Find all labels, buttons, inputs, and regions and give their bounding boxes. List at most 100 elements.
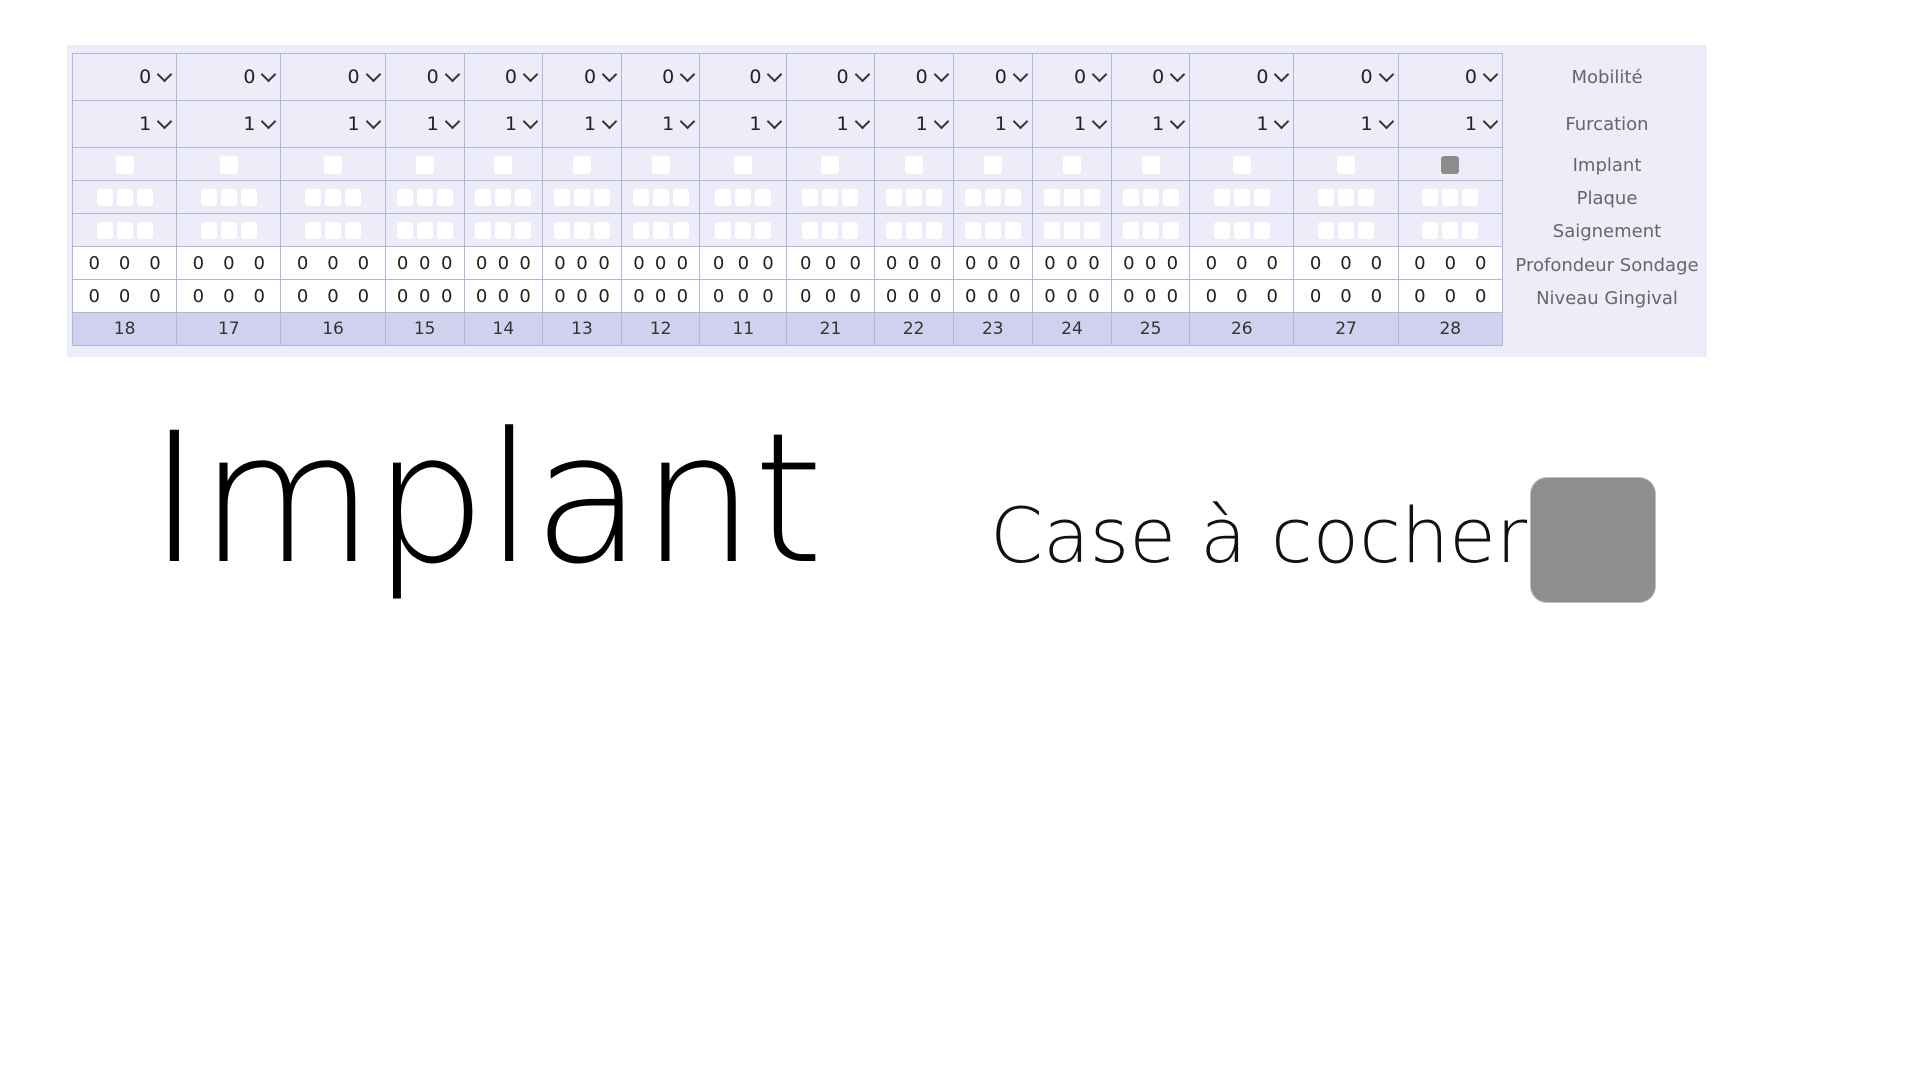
plaque-checkbox-24-3[interactable] — [1083, 188, 1100, 206]
plaque-checkbox-15-1[interactable] — [396, 188, 413, 206]
niveau-input-14-3[interactable]: 0 — [519, 285, 531, 307]
saignement-checkbox-26-3[interactable] — [1253, 221, 1270, 239]
furcation-select-21[interactable]: 1 — [788, 102, 873, 147]
furcation-select-26[interactable]: 1 — [1191, 102, 1293, 147]
plaque-checkbox-11-1[interactable] — [715, 188, 732, 206]
profondeur-input-14-3[interactable]: 0 — [519, 252, 531, 274]
mobilite-select-11[interactable]: 0 — [701, 55, 786, 100]
plaque-checkbox-17-3[interactable] — [240, 188, 257, 206]
niveau-input-23-3[interactable]: 0 — [1009, 285, 1021, 307]
saignement-checkbox-13-2[interactable] — [574, 221, 590, 239]
plaque-checkbox-16-1[interactable] — [305, 188, 321, 206]
niveau-input-22-1[interactable]: 0 — [885, 285, 898, 307]
profondeur-input-11-1[interactable]: 0 — [712, 252, 725, 274]
niveau-input-23-2[interactable]: 0 — [987, 285, 999, 307]
saignement-checkbox-28-2[interactable] — [1442, 221, 1459, 239]
saignement-checkbox-25-1[interactable] — [1122, 221, 1139, 239]
niveau-input-17-1[interactable]: 0 — [192, 285, 205, 307]
plaque-checkbox-13-1[interactable] — [554, 188, 570, 206]
mobilite-select-13[interactable]: 0 — [543, 55, 620, 100]
saignement-checkbox-28-1[interactable] — [1422, 221, 1439, 239]
saignement-checkbox-24-1[interactable] — [1043, 221, 1060, 239]
implant-checkbox-21[interactable] — [821, 155, 840, 174]
saignement-checkbox-16-1[interactable] — [305, 221, 321, 239]
niveau-input-23-1[interactable]: 0 — [965, 285, 977, 307]
plaque-checkbox-15-3[interactable] — [436, 188, 453, 206]
profondeur-input-26-2[interactable]: 0 — [1236, 252, 1248, 274]
profondeur-input-27-1[interactable]: 0 — [1309, 252, 1322, 274]
plaque-checkbox-17-1[interactable] — [200, 188, 217, 206]
mobilite-select-28[interactable]: 0 — [1399, 55, 1501, 100]
profondeur-input-28-2[interactable]: 0 — [1444, 252, 1457, 274]
mobilite-select-23[interactable]: 0 — [954, 55, 1031, 100]
niveau-input-18-2[interactable]: 0 — [118, 285, 131, 307]
profondeur-input-23-3[interactable]: 0 — [1009, 252, 1021, 274]
plaque-checkbox-26-2[interactable] — [1233, 188, 1250, 206]
plaque-checkbox-27-1[interactable] — [1318, 188, 1334, 206]
niveau-input-24-2[interactable]: 0 — [1066, 285, 1078, 307]
furcation-select-23[interactable]: 1 — [954, 102, 1031, 147]
mobilite-select-27[interactable]: 0 — [1295, 55, 1397, 100]
saignement-checkbox-11-3[interactable] — [755, 221, 772, 239]
profondeur-input-13-3[interactable]: 0 — [598, 252, 610, 274]
profondeur-input-22-1[interactable]: 0 — [885, 252, 898, 274]
profondeur-input-12-2[interactable]: 0 — [654, 252, 667, 274]
mobilite-select-25[interactable]: 0 — [1113, 55, 1189, 100]
profondeur-input-12-3[interactable]: 0 — [676, 252, 689, 274]
niveau-input-21-1[interactable]: 0 — [800, 285, 812, 307]
profondeur-input-17-3[interactable]: 0 — [253, 252, 265, 274]
saignement-checkbox-14-3[interactable] — [515, 221, 532, 239]
niveau-input-13-1[interactable]: 0 — [554, 285, 566, 307]
profondeur-input-16-1[interactable]: 0 — [296, 252, 309, 274]
profondeur-input-18-1[interactable]: 0 — [88, 252, 100, 274]
plaque-checkbox-24-1[interactable] — [1043, 188, 1060, 206]
saignement-checkbox-21-1[interactable] — [802, 221, 819, 239]
implant-checkbox-18[interactable] — [115, 155, 134, 174]
niveau-input-15-3[interactable]: 0 — [441, 285, 453, 307]
profondeur-input-25-1[interactable]: 0 — [1123, 252, 1135, 274]
furcation-select-17[interactable]: 1 — [178, 102, 280, 147]
furcation-select-28[interactable]: 1 — [1399, 102, 1501, 147]
profondeur-input-18-3[interactable]: 0 — [149, 252, 161, 274]
implant-checkbox-13[interactable] — [573, 155, 591, 174]
profondeur-input-18-2[interactable]: 0 — [118, 252, 131, 274]
profondeur-input-24-3[interactable]: 0 — [1088, 252, 1100, 274]
niveau-input-25-1[interactable]: 0 — [1123, 285, 1135, 307]
implant-checkbox-23[interactable] — [983, 155, 1002, 174]
niveau-input-16-2[interactable]: 0 — [327, 285, 339, 307]
profondeur-input-15-3[interactable]: 0 — [441, 252, 453, 274]
plaque-checkbox-23-2[interactable] — [984, 188, 1001, 206]
profondeur-input-24-2[interactable]: 0 — [1066, 252, 1078, 274]
furcation-select-14[interactable]: 1 — [465, 102, 541, 147]
profondeur-input-16-3[interactable]: 0 — [357, 252, 370, 274]
saignement-checkbox-27-2[interactable] — [1338, 221, 1354, 239]
plaque-checkbox-26-1[interactable] — [1213, 188, 1230, 206]
implant-checkbox-12[interactable] — [651, 155, 670, 174]
saignement-checkbox-17-3[interactable] — [240, 221, 257, 239]
plaque-checkbox-28-1[interactable] — [1422, 188, 1439, 206]
niveau-input-27-3[interactable]: 0 — [1370, 285, 1383, 307]
saignement-checkbox-14-2[interactable] — [495, 221, 512, 239]
profondeur-input-26-3[interactable]: 0 — [1266, 252, 1278, 274]
saignement-checkbox-16-3[interactable] — [345, 221, 361, 239]
saignement-checkbox-23-2[interactable] — [984, 221, 1001, 239]
profondeur-input-28-1[interactable]: 0 — [1414, 252, 1426, 274]
profondeur-input-25-2[interactable]: 0 — [1144, 252, 1157, 274]
niveau-input-17-2[interactable]: 0 — [223, 285, 235, 307]
plaque-checkbox-11-2[interactable] — [735, 188, 752, 206]
plaque-checkbox-27-3[interactable] — [1358, 188, 1374, 206]
plaque-checkbox-12-2[interactable] — [652, 188, 669, 206]
plaque-checkbox-22-1[interactable] — [885, 188, 902, 206]
saignement-checkbox-25-2[interactable] — [1142, 221, 1159, 239]
niveau-input-18-3[interactable]: 0 — [149, 285, 161, 307]
saignement-checkbox-14-1[interactable] — [475, 221, 492, 239]
profondeur-input-12-1[interactable]: 0 — [633, 252, 645, 274]
niveau-input-15-1[interactable]: 0 — [396, 285, 409, 307]
plaque-checkbox-18-2[interactable] — [116, 188, 133, 206]
saignement-checkbox-28-3[interactable] — [1462, 221, 1479, 239]
niveau-input-18-1[interactable]: 0 — [88, 285, 100, 307]
plaque-checkbox-14-1[interactable] — [475, 188, 492, 206]
implant-checkbox-26[interactable] — [1232, 155, 1251, 174]
niveau-input-12-1[interactable]: 0 — [633, 285, 645, 307]
profondeur-input-28-3[interactable]: 0 — [1475, 252, 1487, 274]
